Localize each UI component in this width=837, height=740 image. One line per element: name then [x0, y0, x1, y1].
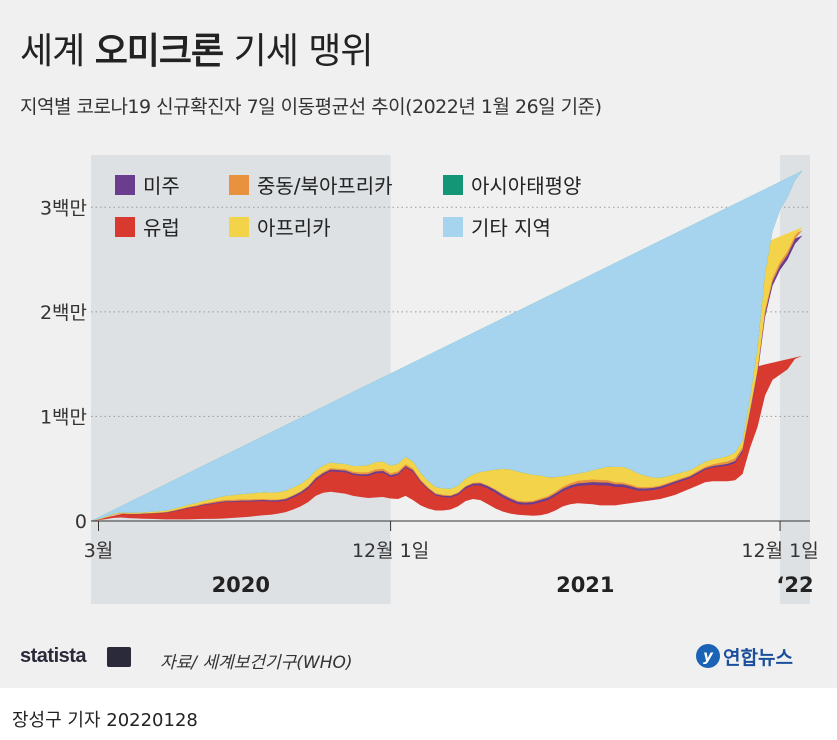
yonhap-logo: y 연합뉴스 [696, 640, 793, 672]
legend-label-0: 미주 [143, 174, 180, 198]
title-prefix: 세계 [20, 31, 95, 72]
yonhap-name: 연합뉴스 [723, 646, 793, 669]
x-tick-label-0: 3월 [84, 540, 114, 562]
chart-subtitle: 지역별 코로나19 신규확진자 7일 이동평균선 추이(2022년 1월 26일… [20, 96, 602, 118]
legend-label-5: 기타 지역 [471, 216, 551, 240]
legend-label-2: 아시아태평양 [471, 174, 581, 198]
y-tick-label-3: 3백만 [40, 197, 87, 219]
series-areas [91, 170, 803, 521]
legend-swatch-1 [229, 175, 249, 195]
period-label-0: 2020 [212, 573, 270, 597]
legend-label-3: 유럽 [143, 216, 180, 240]
statista-icon [107, 647, 131, 667]
reporter-credit: 장성구 기자 20220128 [12, 710, 198, 731]
legend-swatch-5 [443, 217, 463, 237]
legend-swatch-3 [115, 217, 135, 237]
title-suffix: 기세 맹위 [223, 31, 374, 72]
legend-label-4: 아프리카 [257, 216, 331, 240]
statista-logo: statista [20, 645, 87, 667]
y-tick-label-2: 2백만 [40, 302, 87, 324]
title-highlight: 오미크론 [94, 31, 224, 72]
page-title: 세계 오미크론 기세 맹위 [20, 22, 374, 74]
y-tick-label-0: 0 [75, 511, 87, 533]
yonhap-icon: y [696, 644, 720, 668]
x-axis: 3월 12월 1일 12월 1일 2020 2021 ‘22 [84, 520, 819, 597]
legend-swatch-0 [115, 175, 135, 195]
y-axis: 0 1백만 2백만 3백만 [40, 197, 87, 533]
legend-swatch-4 [229, 217, 249, 237]
source-note: 자료/ 세계보건기구(WHO) [160, 653, 353, 673]
area-series-5 [91, 170, 803, 521]
y-tick-label-1: 1백만 [40, 406, 87, 428]
legend-label-1: 중동/북아프리카 [257, 174, 393, 198]
x-tick-label-1: 12월 1일 [352, 540, 429, 562]
stacked-area-chart: 0 1백만 2백만 3백만 3월 12월 1일 12월 1일 2020 2021 ‘22 미주 중… [40, 155, 819, 604]
legend-swatch-2 [443, 175, 463, 195]
period-label-1: 2021 [556, 573, 614, 597]
period-label-2: ‘22 [776, 573, 813, 597]
x-tick-label-2: 12월 1일 [741, 540, 818, 562]
shaded-period-1 [780, 155, 810, 604]
chart-card: 세계 오미크론 기세 맹위 지역별 코로나19 신규확진자 7일 이동평균선 추… [0, 0, 837, 688]
